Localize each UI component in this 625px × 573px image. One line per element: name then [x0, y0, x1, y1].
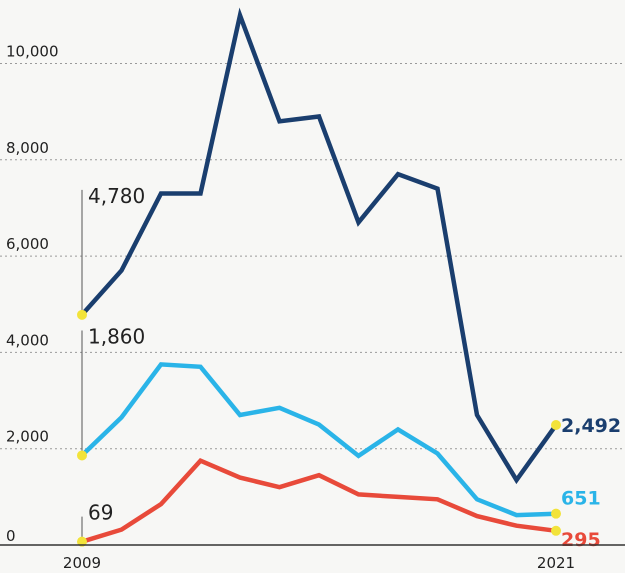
end-point-marker	[551, 525, 561, 536]
x-axis-ticks: 2009 2021	[63, 554, 575, 572]
grid-lines	[0, 63, 625, 450]
x-tick-label: 2021	[537, 554, 575, 572]
series-line	[79, 458, 559, 544]
x-tick-label: 2009	[63, 554, 101, 572]
series-end-label: 2,492	[561, 415, 621, 437]
y-tick-label: 0	[6, 527, 16, 545]
start-point-marker	[77, 309, 87, 320]
end-point-marker	[551, 508, 561, 519]
series-line	[79, 362, 559, 518]
y-tick-label: 6,000	[6, 235, 49, 253]
series-labels: 4,780 2,492 1,860 651 69 295	[88, 184, 621, 551]
series-start-label: 1,860	[88, 324, 145, 348]
series-lines	[79, 7, 559, 544]
y-tick-label: 8,000	[6, 139, 49, 157]
y-axis-ticks: 0 2,000 4,000 6,000 8,000 10,000	[6, 43, 59, 546]
start-point-marker	[77, 450, 87, 461]
endpoint-markers	[77, 309, 561, 547]
y-tick-label: 4,000	[6, 331, 49, 349]
end-point-marker	[551, 420, 561, 431]
series-start-label: 69	[88, 501, 113, 525]
y-tick-label: 10,000	[6, 43, 59, 61]
series-end-label: 651	[561, 488, 601, 510]
start-point-marker	[77, 536, 87, 547]
series-start-label: 4,780	[88, 184, 145, 208]
y-tick-label: 2,000	[6, 428, 49, 446]
series-end-label: 295	[561, 529, 601, 551]
series-line	[79, 7, 559, 485]
